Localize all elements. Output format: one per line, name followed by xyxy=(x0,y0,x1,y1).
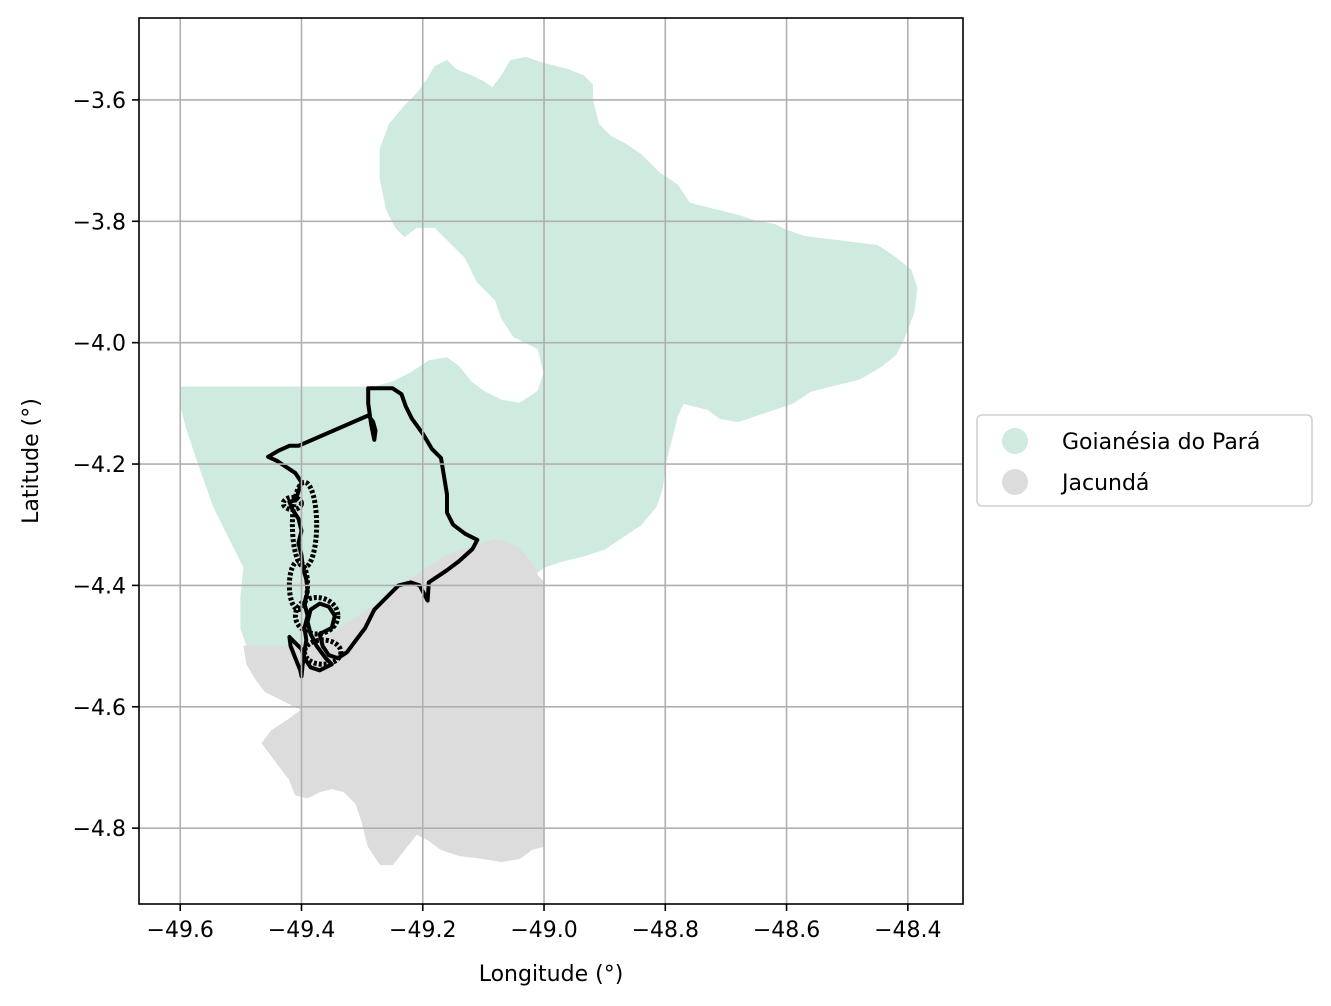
region-jacunda xyxy=(243,539,545,866)
x-tick-label: −48.6 xyxy=(753,918,820,943)
boundary-jagged-segment xyxy=(302,637,344,667)
plot-area: −49.6 −49.4 −49.2 −49.0 −48.8 −48.6 −48.4 −3.6 −… xyxy=(19,17,964,987)
x-tick-label: −49.0 xyxy=(510,918,577,943)
legend-marker xyxy=(1002,428,1028,454)
y-tick-label: −3.6 xyxy=(73,89,126,114)
y-axis-title: Latitude (°) xyxy=(19,398,44,524)
y-tick-label: −4.8 xyxy=(73,817,126,842)
legend-box xyxy=(976,414,1313,507)
y-tick-label: −4.6 xyxy=(73,696,126,721)
x-axis-title: Longitude (°) xyxy=(479,962,624,987)
y-tick-label: −4.0 xyxy=(73,332,126,357)
legend-marker xyxy=(1002,469,1028,495)
x-tick-label: −49.6 xyxy=(147,918,214,943)
legend-label: Jacundá xyxy=(1060,471,1149,496)
legend-label: Goianésia do Pará xyxy=(1062,430,1260,455)
boundary-jagged-segment xyxy=(292,595,341,637)
y-tick-label: −4.4 xyxy=(73,574,126,599)
legend: Goianésia do Pará Jacundá xyxy=(976,414,1313,507)
x-tick-label: −49.2 xyxy=(389,918,456,943)
x-tick-label: −48.4 xyxy=(874,918,941,943)
y-tick-label: −3.8 xyxy=(73,210,126,235)
x-tick-label: −49.4 xyxy=(268,918,335,943)
x-tick-label: −48.8 xyxy=(632,918,699,943)
axes-frame xyxy=(138,17,964,905)
y-tick-label: −4.2 xyxy=(73,453,126,478)
